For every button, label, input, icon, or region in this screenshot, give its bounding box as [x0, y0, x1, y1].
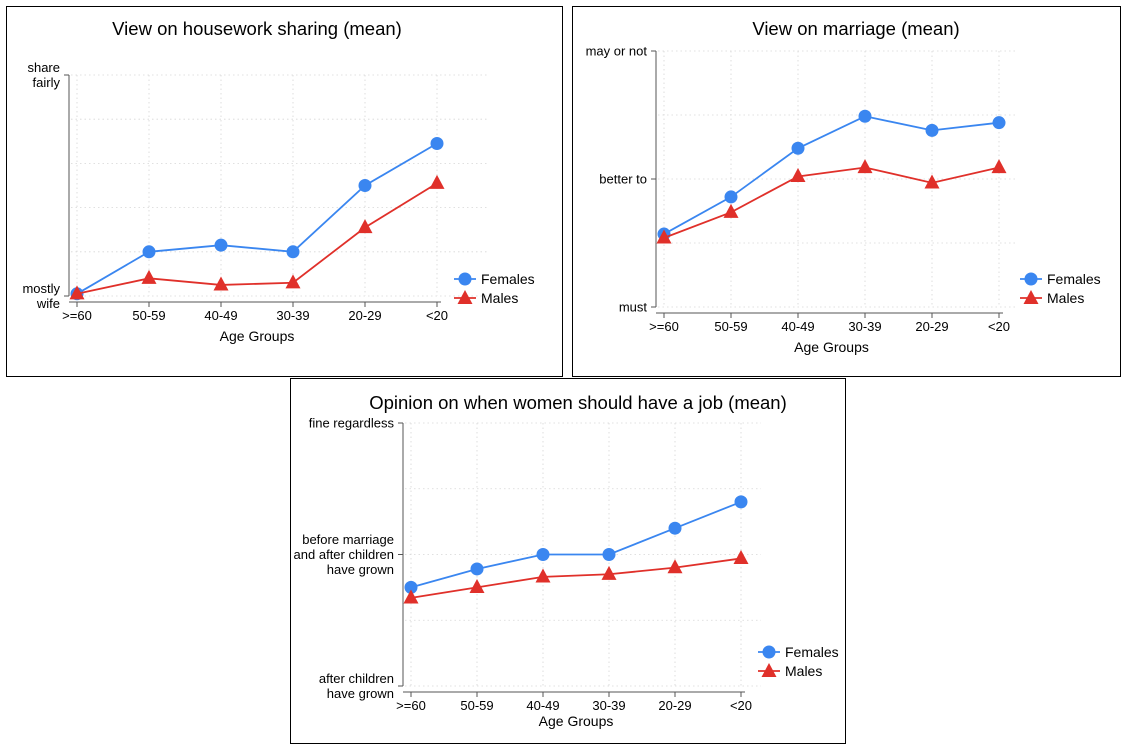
- x-tick-label: 50-59: [714, 319, 747, 334]
- data-point-females: [286, 245, 300, 259]
- series-line-males: [76, 182, 438, 295]
- chart-panel-marriage: View on marriage (mean) must better to may …: [572, 6, 1121, 377]
- data-point-males: [429, 174, 445, 189]
- legend-label: Males: [1047, 290, 1084, 306]
- x-tick-label: 40-49: [781, 319, 814, 334]
- y-tick-label: may or not: [586, 44, 648, 59]
- data-point-males: [403, 589, 419, 604]
- data-point-males: [790, 168, 806, 183]
- y-tick-label: have grown: [327, 562, 394, 577]
- chart-panel-housework: View on housework sharing (mean) mostly wi…: [6, 6, 563, 377]
- data-point-males: [991, 159, 1007, 174]
- legend-marker-females: [458, 272, 472, 286]
- x-tick-label: 20-29: [348, 308, 381, 323]
- legend-label: Females: [1047, 271, 1101, 287]
- y-tick-label: after children: [319, 671, 394, 686]
- data-point-males: [733, 550, 749, 565]
- x-tick-label: 50-59: [460, 698, 493, 713]
- legend-label: Males: [785, 663, 822, 679]
- data-point-females: [358, 179, 372, 192]
- y-tick-label: must: [619, 300, 648, 315]
- x-tick-label: <20: [730, 698, 752, 713]
- data-point-males: [535, 568, 551, 583]
- data-point-females: [470, 562, 484, 576]
- y-tick-label: wife: [36, 296, 60, 311]
- data-point-females: [536, 548, 550, 561]
- data-point-males: [723, 203, 739, 218]
- data-point-females: [404, 580, 418, 594]
- x-tick-label: 20-29: [915, 319, 948, 334]
- data-point-females: [724, 190, 738, 204]
- legend-label: Males: [481, 290, 518, 306]
- data-point-males: [357, 219, 373, 234]
- x-tick-label: 40-49: [204, 308, 237, 323]
- y-tick-label: fairly: [33, 75, 61, 90]
- legend-label: Females: [481, 271, 535, 287]
- y-tick-label: have grown: [327, 686, 394, 701]
- data-point-females: [668, 521, 682, 535]
- data-point-females: [925, 123, 939, 137]
- y-tick-label: before marriage: [302, 532, 394, 547]
- x-tick-label: 30-39: [592, 698, 625, 713]
- y-tick-label: share: [27, 60, 60, 75]
- x-axis-label: Age Groups: [220, 328, 295, 344]
- x-tick-label: >=60: [62, 308, 92, 323]
- data-point-females: [992, 116, 1006, 130]
- x-tick-label: <20: [426, 308, 448, 323]
- data-point-females: [858, 109, 872, 123]
- legend-marker-males: [1023, 290, 1039, 304]
- data-point-males: [213, 276, 229, 291]
- chart-panel-job: Opinion on when women should have a job …: [290, 378, 846, 744]
- data-point-females: [734, 495, 748, 509]
- legend-marker-females: [762, 645, 776, 659]
- chart-marriage: View on marriage (mean) must better to may …: [586, 18, 1101, 355]
- data-point-males: [857, 159, 873, 174]
- data-point-males: [69, 285, 85, 300]
- series-line-males: [410, 557, 742, 599]
- chart-title: View on marriage (mean): [752, 18, 959, 39]
- chart-women-job: Opinion on when women should have a job …: [294, 392, 839, 729]
- data-point-males: [667, 559, 683, 574]
- data-point-females: [142, 245, 156, 259]
- y-tick-label: and after children: [294, 547, 394, 562]
- x-tick-label: >=60: [649, 319, 679, 334]
- x-axis-label: Age Groups: [539, 713, 614, 729]
- data-point-males: [924, 174, 940, 189]
- series-line-females: [410, 501, 742, 589]
- data-point-males: [656, 229, 672, 244]
- data-point-males: [285, 274, 301, 289]
- data-point-females: [602, 548, 616, 561]
- legend-marker-females: [1024, 272, 1038, 286]
- chart-title: Opinion on when women should have a job …: [369, 392, 787, 413]
- legend-marker-males: [761, 663, 777, 677]
- data-point-males: [141, 269, 157, 284]
- series-line-males: [663, 166, 1000, 239]
- x-axis-label: Age Groups: [794, 339, 869, 355]
- data-point-males: [469, 578, 485, 593]
- x-tick-label: 20-29: [658, 698, 691, 713]
- y-tick-label: mostly: [22, 281, 60, 296]
- x-tick-label: 50-59: [132, 308, 165, 323]
- data-point-females: [791, 141, 805, 155]
- x-tick-label: <20: [988, 319, 1010, 334]
- legend-marker-males: [457, 290, 473, 304]
- x-tick-label: >=60: [396, 698, 426, 713]
- data-point-males: [601, 565, 617, 580]
- y-tick-label: better to: [599, 172, 647, 187]
- data-point-females: [214, 238, 228, 252]
- x-tick-label: 30-39: [276, 308, 309, 323]
- chart-title: View on housework sharing (mean): [112, 18, 402, 39]
- legend-label: Females: [785, 644, 839, 660]
- x-tick-label: 40-49: [526, 698, 559, 713]
- series-line-females: [76, 142, 438, 295]
- x-tick-label: 30-39: [848, 319, 881, 334]
- data-point-females: [430, 137, 444, 151]
- y-tick-label: fine regardless: [309, 416, 395, 431]
- chart-housework: View on housework sharing (mean) mostlywi…: [22, 18, 535, 344]
- series-line-females: [663, 115, 1000, 235]
